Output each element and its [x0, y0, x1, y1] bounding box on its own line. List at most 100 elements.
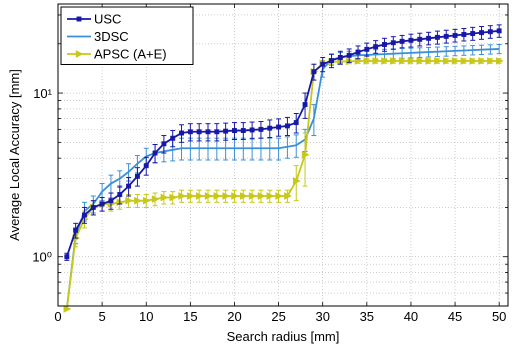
data-point-marker: [417, 36, 423, 42]
data-point-marker: [364, 46, 370, 52]
legend-entry: USC: [94, 12, 121, 27]
data-point-marker: [99, 201, 105, 207]
data-point-marker: [382, 42, 387, 47]
data-point-marker: [284, 123, 290, 129]
data-point-marker: [399, 38, 405, 44]
data-point-marker: [487, 57, 495, 65]
x-tick-label: 25: [271, 309, 285, 324]
ticks: 0 5 10 15 20 25 30 35 40 45 50 10⁰ 10¹: [32, 4, 508, 324]
x-tick-label: 35: [360, 309, 374, 324]
data-point-marker: [249, 127, 255, 133]
data-point-marker: [434, 57, 442, 65]
data-point-marker: [187, 129, 193, 135]
data-point-marker: [64, 254, 70, 260]
x-tick-label: 30: [315, 309, 329, 324]
data-point-marker: [311, 69, 317, 75]
legend-entry: 3DSC: [94, 29, 129, 44]
data-point-marker: [470, 31, 476, 36]
y-tick-label: 10⁰: [32, 250, 52, 265]
data-point-marker: [346, 52, 352, 58]
series-line: [65, 48, 500, 310]
data-point-marker: [275, 192, 284, 200]
data-point-marker: [496, 28, 502, 34]
data-point-marker: [276, 124, 282, 130]
data-point-marker: [461, 32, 467, 37]
data-point-marker: [240, 128, 246, 134]
data-point-marker: [117, 192, 123, 197]
data-point-marker: [125, 196, 134, 205]
data-point-marker: [258, 126, 264, 132]
x-tick-label: 45: [448, 309, 462, 324]
data-point-marker: [151, 195, 160, 203]
data-point-marker: [232, 128, 237, 134]
data-point-marker: [408, 37, 414, 43]
data-point-marker: [426, 35, 432, 41]
legend-entry: APSC (A+E): [94, 47, 167, 62]
data-point-marker: [363, 57, 372, 65]
data-point-marker: [248, 192, 257, 200]
data-point-marker: [381, 57, 390, 65]
data-point-marker: [443, 33, 449, 39]
x-tick-label: 15: [183, 309, 197, 324]
data-point-marker: [195, 192, 204, 200]
data-point-marker: [479, 30, 484, 36]
data-point-marker: [398, 57, 407, 65]
data-point-marker: [495, 57, 504, 65]
data-point-marker: [373, 44, 379, 50]
data-point-marker: [134, 173, 140, 179]
data-point-marker: [390, 40, 396, 46]
plot-frame: [57, 3, 509, 307]
data-point-marker: [460, 57, 469, 65]
data-point-marker: [169, 193, 178, 202]
data-point-marker: [196, 129, 202, 135]
data-point-marker: [452, 32, 458, 38]
data-point-marker: [205, 129, 211, 135]
data-point-marker: [63, 304, 72, 313]
data-point-marker: [90, 205, 96, 210]
data-point-marker: [214, 129, 220, 135]
data-point-marker: [82, 212, 87, 218]
data-point-marker: [240, 192, 248, 200]
y-tick-label: 10¹: [33, 86, 52, 101]
data-point-marker: [478, 57, 487, 65]
x-tick-label: 10: [139, 309, 153, 324]
y-axis-label: Average Local Accuracy [mm]: [7, 69, 22, 241]
data-point-marker: [320, 61, 326, 67]
x-tick-label: 5: [99, 309, 106, 324]
data-point-marker: [142, 196, 151, 205]
data-point-marker: [73, 227, 79, 233]
data-point-marker: [134, 196, 142, 205]
data-point-marker: [143, 163, 149, 169]
data-point-marker: [301, 150, 310, 159]
x-tick-label: 50: [492, 309, 506, 324]
data-point-marker: [425, 57, 434, 65]
data-point-marker: [204, 192, 213, 200]
data-point-marker: [434, 34, 440, 40]
data-point-marker: [337, 55, 343, 60]
data-point-marker: [292, 177, 301, 185]
data-point-marker: [76, 16, 82, 22]
data-point-marker: [161, 141, 167, 147]
x-tick-label: 40: [404, 309, 418, 324]
series-usc: [64, 24, 502, 261]
data-point-marker: [178, 192, 187, 200]
legend: USC 3DSC APSC (A+E): [60, 6, 194, 65]
data-point-marker: [469, 57, 478, 65]
data-point-marker: [170, 135, 176, 141]
data-point-marker: [152, 150, 158, 156]
data-point-marker: [407, 57, 416, 65]
data-point-marker: [126, 183, 132, 189]
data-point-marker: [179, 130, 184, 136]
x-tick-label: 0: [54, 309, 61, 324]
data-point-marker: [442, 57, 451, 65]
data-point-marker: [451, 57, 460, 65]
data-point-marker: [160, 193, 169, 202]
data-point-marker: [222, 192, 231, 200]
data-point-marker: [213, 192, 222, 200]
data-point-marker: [302, 102, 308, 108]
data-point-marker: [284, 192, 292, 200]
data-point-marker: [355, 49, 361, 55]
data-point-marker: [329, 58, 334, 63]
data-point-marker: [293, 120, 299, 126]
